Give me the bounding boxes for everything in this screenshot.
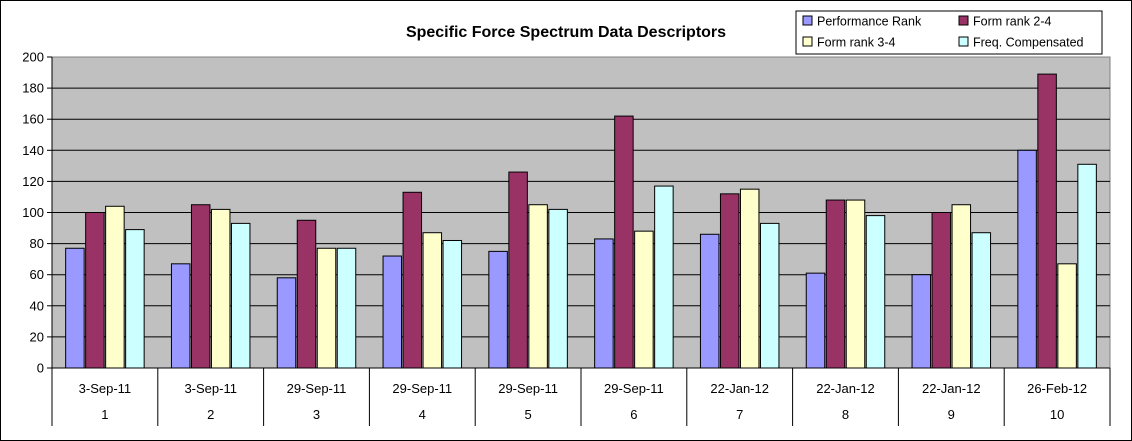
x-tick-label: 2 <box>207 407 214 422</box>
x-date-label: 22-Jan-12 <box>816 381 875 396</box>
bar-3-series-1 <box>276 277 297 369</box>
bar-1-series-3 <box>105 205 125 369</box>
legend-swatch <box>958 36 969 47</box>
bars <box>65 73 1097 369</box>
y-tick-label: 200 <box>22 50 44 65</box>
bar-2-series-3 <box>210 208 231 369</box>
x-tick-label: 5 <box>524 407 531 422</box>
bar-8-series-2 <box>825 199 846 369</box>
bar-10-series-4 <box>1077 163 1097 369</box>
bar-2-series-1 <box>170 263 191 369</box>
bar-6-series-2 <box>614 115 634 369</box>
bar-9-series-4 <box>971 232 992 369</box>
x-date-label: 29-Sep-11 <box>498 381 558 396</box>
legend-swatch <box>802 36 813 47</box>
legend-label: Form rank 2-4 <box>973 15 1052 29</box>
legend-swatch <box>802 15 813 26</box>
bar-9-series-2 <box>931 212 952 369</box>
x-date-label: 3-Sep-11 <box>79 381 132 396</box>
bar-4-series-3 <box>422 232 443 369</box>
x-tick-label: 6 <box>630 407 637 422</box>
bar-1-series-4 <box>125 229 145 369</box>
y-tick-label: 180 <box>22 81 44 96</box>
bar-10-series-2 <box>1037 73 1057 369</box>
x-tick-label: 4 <box>419 407 426 422</box>
bar-7-series-4 <box>759 222 780 369</box>
y-tick-label: 20 <box>30 329 44 344</box>
legend-label: Form rank 3-4 <box>817 36 896 50</box>
bar-7-series-2 <box>719 193 740 369</box>
x-tick-label: 10 <box>1050 407 1064 422</box>
x-tick-label: 3 <box>313 407 320 422</box>
x-tick-label: 1 <box>101 407 108 422</box>
x-date-label: 26-Feb-12 <box>1027 381 1087 396</box>
bar-10-series-1 <box>1017 149 1037 369</box>
bar-10-series-3 <box>1057 263 1077 369</box>
bar-4-series-2 <box>402 191 423 369</box>
bar-5-series-1 <box>488 250 508 369</box>
bar-6-series-4 <box>654 185 674 369</box>
y-tick-label: 80 <box>30 236 44 251</box>
bar-8-series-1 <box>805 272 826 369</box>
bar-9-series-3 <box>951 204 972 369</box>
chart-title: Specific Force Spectrum Data Descriptors <box>406 24 726 41</box>
bar-4-series-4 <box>442 239 463 369</box>
legend-label: Freq. Compensated <box>973 36 1084 50</box>
legend: Performance Rank Form rank 2-4 Form rank 3… <box>795 10 1103 55</box>
x-tick-label: 7 <box>736 407 743 422</box>
x-date-label: 29-Sep-11 <box>287 381 347 396</box>
bar-7-series-3 <box>739 188 760 369</box>
y-tick-label: 140 <box>22 143 44 158</box>
bar-7-series-1 <box>699 233 720 369</box>
y-tick-label: 40 <box>30 298 44 313</box>
bar-3-series-4 <box>336 247 357 369</box>
bar-2-series-4 <box>230 222 251 369</box>
x-date-label: 29-Sep-11 <box>604 381 664 396</box>
bar-8-series-3 <box>845 199 866 369</box>
x-date-label: 22-Jan-12 <box>710 381 769 396</box>
bar-3-series-3 <box>316 247 337 369</box>
y-tick-label: 100 <box>22 205 44 220</box>
bar-3-series-2 <box>296 219 317 369</box>
bar-1-series-2 <box>85 212 105 369</box>
x-date-label: 29-Sep-11 <box>392 381 452 396</box>
y-axis: 0 20 40 60 80 100 120 140 160 180 200 <box>22 50 53 376</box>
bar-5-series-3 <box>528 204 548 369</box>
bar-5-series-2 <box>508 171 528 369</box>
x-axis: 3-Sep-11 1 3-Sep-11 2 29-Sep-11 3 29-Sep-11 4 29… <box>51 367 1111 426</box>
bar-2-series-2 <box>190 204 211 369</box>
x-date-label: 3-Sep-11 <box>184 381 237 396</box>
bar-4-series-1 <box>382 255 403 369</box>
legend-swatch <box>958 15 969 26</box>
bar-1-series-1 <box>65 247 85 369</box>
bar-8-series-4 <box>865 215 886 369</box>
legend-box <box>795 10 1103 55</box>
bar-6-series-3 <box>634 230 654 369</box>
x-tick-label: 9 <box>948 407 955 422</box>
y-tick-label: 160 <box>22 112 44 127</box>
x-tick-label: 8 <box>842 407 849 422</box>
legend-label: Performance Rank <box>817 15 922 29</box>
x-date-label: 22-Jan-12 <box>922 381 981 396</box>
bar-6-series-1 <box>594 238 614 369</box>
bar-5-series-4 <box>548 208 568 369</box>
y-tick-label: 60 <box>30 267 44 282</box>
bar-9-series-1 <box>911 274 932 369</box>
y-tick-label: 120 <box>22 174 44 189</box>
y-tick-label: 0 <box>37 361 44 376</box>
